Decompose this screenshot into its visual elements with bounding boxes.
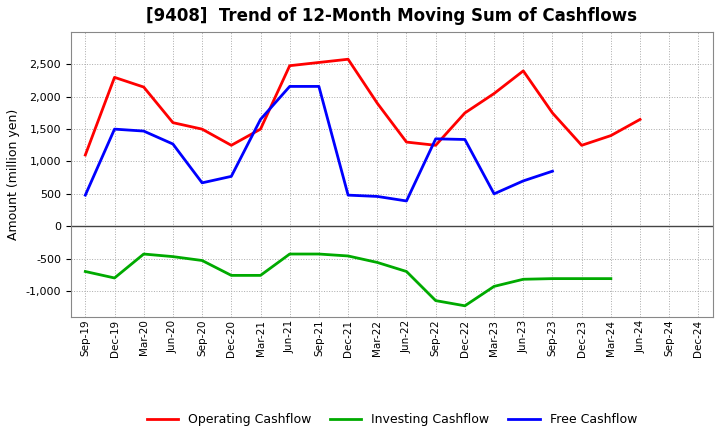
Free Cashflow [343, 192, 352, 198]
Free Cashflow [227, 174, 235, 179]
Investing Cashflow [343, 253, 352, 259]
Investing Cashflow [431, 298, 440, 303]
Investing Cashflow [373, 260, 382, 265]
Free Cashflow [373, 194, 382, 199]
Operating Cashflow [343, 57, 352, 62]
Operating Cashflow [490, 91, 498, 96]
Operating Cashflow [315, 60, 323, 65]
Investing Cashflow [81, 269, 90, 274]
Free Cashflow [461, 137, 469, 142]
Investing Cashflow [461, 303, 469, 308]
Operating Cashflow [285, 63, 294, 68]
Investing Cashflow [198, 258, 207, 263]
Free Cashflow [285, 84, 294, 89]
Free Cashflow [140, 128, 148, 134]
Operating Cashflow [636, 117, 644, 122]
Free Cashflow [490, 191, 498, 197]
Operating Cashflow [373, 101, 382, 106]
Operating Cashflow [256, 126, 265, 132]
Free Cashflow [548, 169, 557, 174]
Operating Cashflow [461, 110, 469, 116]
Free Cashflow [519, 178, 528, 183]
Investing Cashflow [402, 269, 411, 274]
Operating Cashflow [140, 84, 148, 90]
Free Cashflow [110, 126, 119, 132]
Title: [9408]  Trend of 12-Month Moving Sum of Cashflows: [9408] Trend of 12-Month Moving Sum of C… [146, 7, 637, 25]
Investing Cashflow [140, 251, 148, 257]
Investing Cashflow [519, 277, 528, 282]
Free Cashflow [168, 141, 177, 147]
Operating Cashflow [606, 133, 615, 138]
Investing Cashflow [285, 251, 294, 257]
Operating Cashflow [548, 110, 557, 116]
Operating Cashflow [110, 75, 119, 80]
Investing Cashflow [227, 273, 235, 278]
Operating Cashflow [198, 126, 207, 132]
Investing Cashflow [606, 276, 615, 281]
Operating Cashflow [227, 143, 235, 148]
Line: Operating Cashflow: Operating Cashflow [86, 59, 640, 155]
Investing Cashflow [168, 254, 177, 259]
Investing Cashflow [315, 251, 323, 257]
Free Cashflow [81, 192, 90, 198]
Operating Cashflow [402, 139, 411, 145]
Line: Investing Cashflow: Investing Cashflow [86, 254, 611, 306]
Legend: Operating Cashflow, Investing Cashflow, Free Cashflow: Operating Cashflow, Investing Cashflow, … [142, 408, 642, 432]
Operating Cashflow [577, 143, 586, 148]
Investing Cashflow [256, 273, 265, 278]
Operating Cashflow [519, 68, 528, 73]
Line: Free Cashflow: Free Cashflow [86, 86, 552, 201]
Free Cashflow [402, 198, 411, 204]
Free Cashflow [431, 136, 440, 142]
Operating Cashflow [168, 120, 177, 125]
Operating Cashflow [431, 143, 440, 148]
Investing Cashflow [548, 276, 557, 281]
Investing Cashflow [490, 284, 498, 289]
Free Cashflow [198, 180, 207, 186]
Y-axis label: Amount (million yen): Amount (million yen) [7, 109, 20, 240]
Investing Cashflow [110, 275, 119, 281]
Investing Cashflow [577, 276, 586, 281]
Operating Cashflow [81, 152, 90, 158]
Free Cashflow [315, 84, 323, 89]
Free Cashflow [256, 117, 265, 122]
